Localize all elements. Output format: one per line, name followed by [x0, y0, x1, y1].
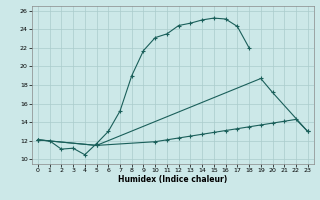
- X-axis label: Humidex (Indice chaleur): Humidex (Indice chaleur): [118, 175, 228, 184]
